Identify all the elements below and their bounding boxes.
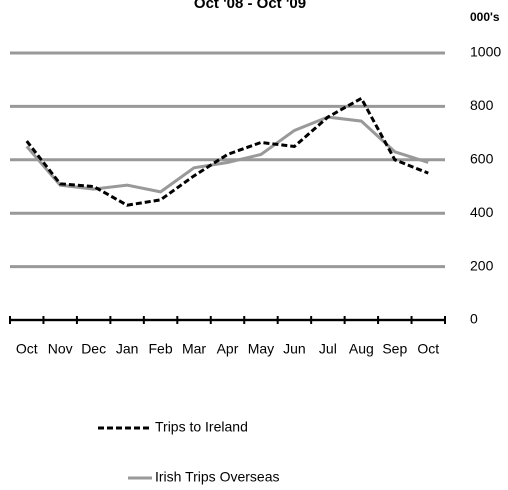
x-tick-label: Oct — [16, 341, 38, 357]
legend-label: Trips to Ireland — [155, 419, 248, 435]
legend-label: Irish Trips Overseas — [155, 469, 279, 485]
y-tick-label: 600 — [470, 151, 494, 167]
x-tick-label: Feb — [149, 341, 173, 357]
x-tick-label: Dec — [81, 341, 106, 357]
chart-title: Oct '08 - Oct '09 — [194, 0, 306, 12]
x-tick-label: Nov — [48, 341, 73, 357]
x-tick-label: Aug — [349, 341, 374, 357]
x-tick-label: Sep — [382, 341, 407, 357]
x-tick-label: Oct — [417, 341, 439, 357]
y-tick-label: 800 — [470, 97, 494, 113]
x-tick-label: Jun — [283, 341, 306, 357]
y-axis-label: 000's — [470, 10, 500, 24]
series-line — [25, 115, 429, 194]
y-tick-label: 0 — [470, 311, 478, 327]
x-tick-label: Mar — [182, 341, 206, 357]
y-tick-label: 400 — [470, 204, 494, 220]
x-tick-label: May — [248, 341, 274, 357]
x-tick-label: Apr — [217, 341, 239, 357]
y-tick-label: 1000 — [470, 44, 501, 60]
x-tick-label: Jul — [319, 341, 337, 357]
y-tick-label: 200 — [470, 257, 494, 273]
x-tick-label: Jan — [116, 341, 139, 357]
